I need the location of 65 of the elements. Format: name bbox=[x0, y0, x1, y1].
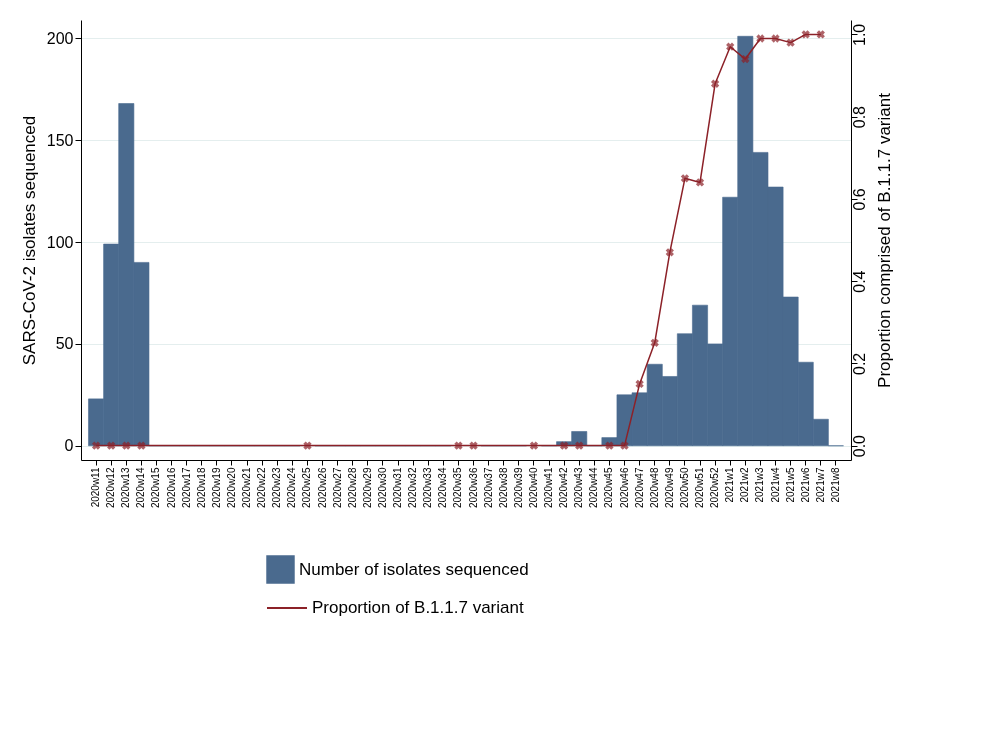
x-tick-label: 2020w21 bbox=[241, 467, 253, 509]
x-tick-label: 2020w14 bbox=[135, 467, 147, 509]
x-tick-label: 2020w38 bbox=[497, 467, 509, 509]
x-tick-label: 2020w19 bbox=[210, 467, 222, 509]
x-tick-label: 2020w15 bbox=[150, 467, 162, 509]
x-tick-label: 2020w29 bbox=[361, 467, 373, 509]
x-tick-label: 2020w51 bbox=[694, 467, 706, 509]
x-tick-label: 2021w2 bbox=[739, 467, 751, 503]
x-tick-label: 2020w31 bbox=[392, 467, 404, 509]
x-tick-label: 2020w26 bbox=[316, 467, 328, 509]
y-tick-label: 50 bbox=[55, 335, 74, 353]
x-tick-label: 2020w34 bbox=[437, 467, 449, 509]
x-tick-label: 2020w30 bbox=[376, 467, 388, 509]
x-tick-label: 2021w5 bbox=[784, 467, 796, 503]
x-tick-label: 2021w3 bbox=[754, 467, 766, 503]
x-tick-label: 2020w24 bbox=[286, 467, 298, 509]
x-tick-label: 2020w16 bbox=[165, 467, 177, 509]
y2-tick-label: 0.4 bbox=[850, 270, 868, 293]
x-tick-label: 2021w4 bbox=[769, 467, 781, 503]
x-tick-label: 2020w46 bbox=[618, 467, 630, 509]
legend-label: Number of isolates sequenced bbox=[299, 559, 529, 579]
x-tick-label: 2020w17 bbox=[180, 467, 192, 509]
x-tick-label: 2020w45 bbox=[603, 467, 615, 509]
x-tick-label: 2020w36 bbox=[467, 467, 479, 509]
y-tick-label: 200 bbox=[46, 29, 74, 47]
x-tick-label: 2020w27 bbox=[331, 467, 343, 509]
y-tick-label: 100 bbox=[46, 233, 74, 251]
x-tick-label: 2020w52 bbox=[709, 467, 721, 509]
x-tick-label: 2020w47 bbox=[633, 467, 645, 509]
x-tick-label: 2020w35 bbox=[452, 467, 464, 509]
x-tick-label: 2021w8 bbox=[829, 467, 841, 503]
x-tick-label: 2020w11 bbox=[90, 467, 102, 508]
y2-axis-title: Proportion comprised of B.1.1.7 variant bbox=[874, 92, 894, 388]
y2-tick-label: 0.2 bbox=[850, 352, 868, 375]
x-tick-label: 2020w28 bbox=[346, 467, 358, 509]
x-tick-label: 2020w23 bbox=[271, 467, 283, 509]
y2-tick-label: 1.0 bbox=[850, 23, 868, 47]
x-tick-label: 2020w22 bbox=[256, 467, 268, 509]
y2-tick-label: 0.0 bbox=[850, 434, 868, 458]
y2-tick-label: 0.8 bbox=[850, 105, 868, 129]
x-tick-label: 2020w13 bbox=[120, 467, 132, 509]
x-tick-label: 2020w44 bbox=[588, 467, 600, 509]
x-tick-label: 2021w1 bbox=[724, 467, 736, 503]
y-axis-title: SARS-CoV-2 isolates sequenced bbox=[19, 115, 39, 366]
x-tick-label: 2020w40 bbox=[527, 467, 539, 509]
x-tick-label: 2020w42 bbox=[558, 467, 570, 509]
y2-tick-label: 0.6 bbox=[850, 188, 868, 211]
x-tick-label: 2020w48 bbox=[648, 467, 660, 509]
x-tick-label: 2021w7 bbox=[814, 467, 826, 503]
x-tick-label: 2020w20 bbox=[225, 467, 237, 509]
x-tick-label: 2020w49 bbox=[663, 467, 675, 509]
x-tick-label: 2020w33 bbox=[422, 467, 434, 509]
x-tick-label: 2021w6 bbox=[799, 467, 811, 503]
legend-label: Proportion of B.1.1.7 variant bbox=[312, 598, 524, 617]
x-tick-label: 2020w41 bbox=[543, 467, 555, 509]
x-tick-label: 2020w50 bbox=[678, 467, 690, 509]
x-tick-label: 2020w32 bbox=[407, 467, 419, 509]
x-tick-label: 2020w12 bbox=[105, 467, 117, 509]
x-tick-label: 2020w43 bbox=[573, 467, 585, 509]
x-tick-label: 2020w39 bbox=[512, 467, 524, 509]
x-tick-label: 2020w18 bbox=[195, 467, 207, 509]
x-tick-label: 2020w25 bbox=[301, 467, 313, 509]
y-tick-label: 150 bbox=[46, 131, 74, 149]
x-tick-label: 2020w37 bbox=[482, 467, 494, 509]
y-tick-label: 0 bbox=[64, 437, 74, 455]
